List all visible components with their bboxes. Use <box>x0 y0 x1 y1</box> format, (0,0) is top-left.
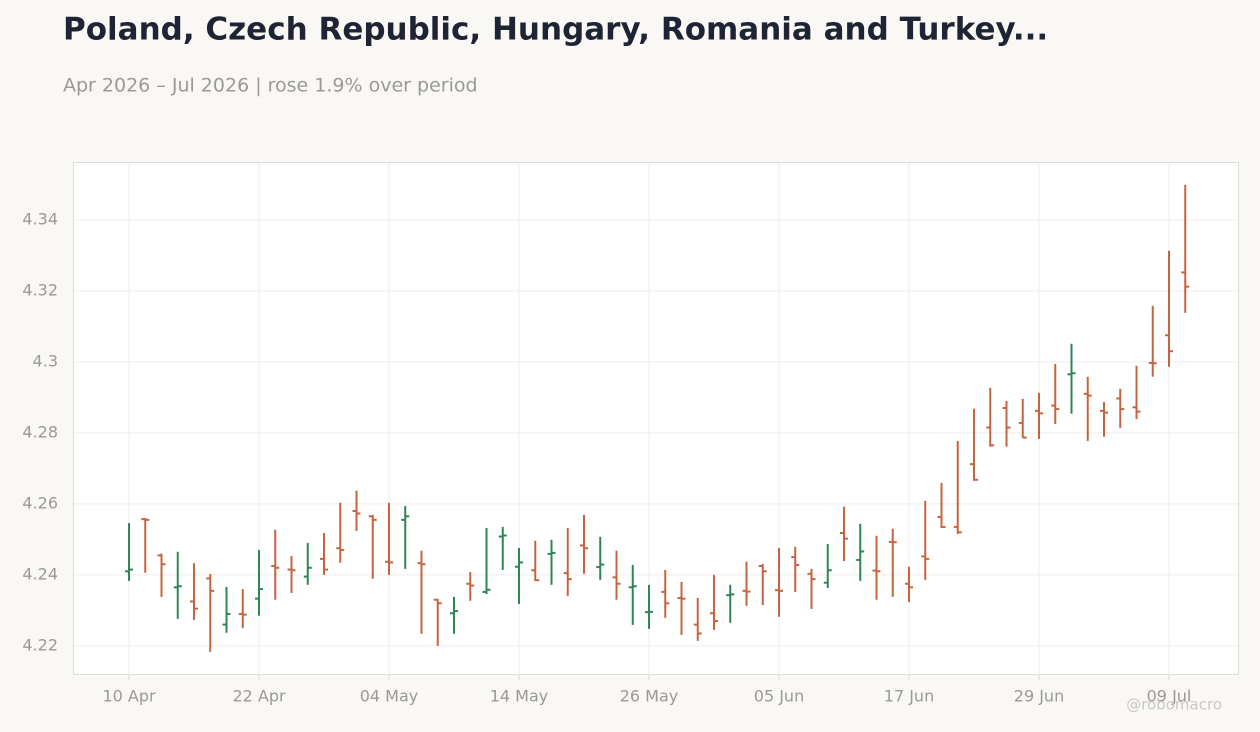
chart-subtitle: Apr 2026 – Jul 2026 | rose 1.9% over per… <box>63 75 478 97</box>
y-tick-label: 4.32 <box>22 280 58 299</box>
y-tick-label: 4.34 <box>22 209 58 228</box>
y-tick-label: 4.22 <box>22 635 58 654</box>
x-tick-label: 09 Jul <box>1147 687 1192 706</box>
watermark: @robomacro <box>1126 696 1222 714</box>
y-tick-label: 4.24 <box>22 564 58 583</box>
x-tick-label: 26 May <box>620 687 679 706</box>
y-tick-label: 4.26 <box>22 493 58 512</box>
plot-area <box>73 162 1239 675</box>
x-tick-label: 29 Jun <box>1014 687 1064 706</box>
y-tick-label: 4.3 <box>33 351 58 370</box>
x-tick-label: 04 May <box>360 687 419 706</box>
x-tick-label: 05 Jun <box>754 687 804 706</box>
x-tick-label: 10 Apr <box>102 687 156 706</box>
x-tick-label: 14 May <box>490 687 549 706</box>
chart-title: Poland, Czech Republic, Hungary, Romania… <box>63 12 1048 48</box>
y-tick-label: 4.28 <box>22 422 58 441</box>
x-tick-label: 17 Jun <box>884 687 934 706</box>
x-tick-label: 22 Apr <box>232 687 286 706</box>
